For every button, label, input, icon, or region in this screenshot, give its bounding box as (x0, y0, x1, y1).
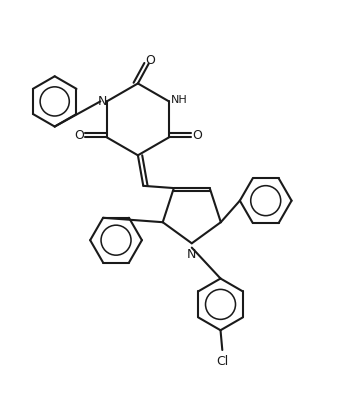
Text: NH: NH (171, 95, 188, 105)
Text: O: O (74, 129, 84, 142)
Text: Cl: Cl (216, 356, 228, 368)
Text: O: O (192, 129, 202, 142)
Text: N: N (98, 95, 107, 108)
Text: N: N (187, 248, 197, 261)
Text: O: O (146, 54, 155, 67)
